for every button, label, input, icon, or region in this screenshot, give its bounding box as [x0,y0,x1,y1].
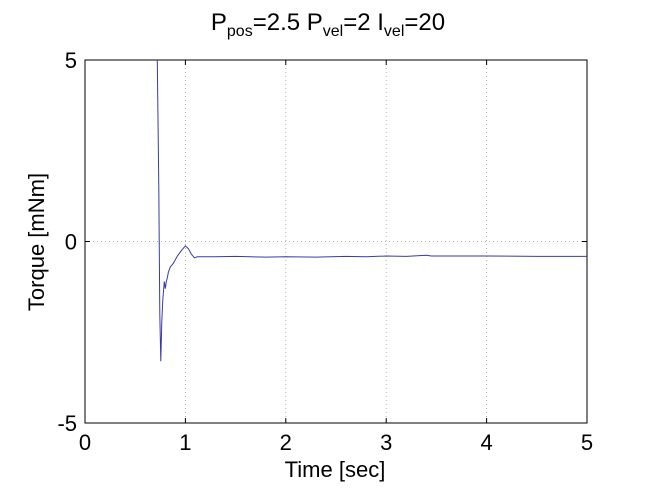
title-part-5: vel [384,23,404,40]
title-part-6: =20 [404,9,445,36]
x-tick-label-3: 3 [380,430,392,455]
grid [85,60,587,423]
title-part-1: pos [227,23,253,40]
x-tick-label-0: 0 [79,430,91,455]
tick-layer: 0 1 2 3 4 5-505 [57,48,593,455]
x-tick-label-1: 1 [179,430,191,455]
x-tick-label-2: 2 [280,430,292,455]
y-axis-label: Torque [mNm] [24,173,49,311]
y-tick-label-2: 5 [65,48,77,73]
x-axis-label: Time [sec] [285,457,386,482]
x-tick-label-4: 4 [480,430,492,455]
title-part-3: vel [323,23,343,40]
title-part-4: =2 I [343,9,384,36]
y-tick-label-1: 0 [65,230,77,255]
title-part-0: P [211,9,227,36]
series-line-0 [156,59,587,362]
title-part-2: =2.5 P [253,9,323,36]
x-tick-label-5: 5 [581,430,593,455]
chart-title: Ppos=2.5 Pvel=2 Ivel=20 [211,9,445,40]
y-tick-label-0: -5 [57,411,77,436]
series-layer [156,59,587,362]
